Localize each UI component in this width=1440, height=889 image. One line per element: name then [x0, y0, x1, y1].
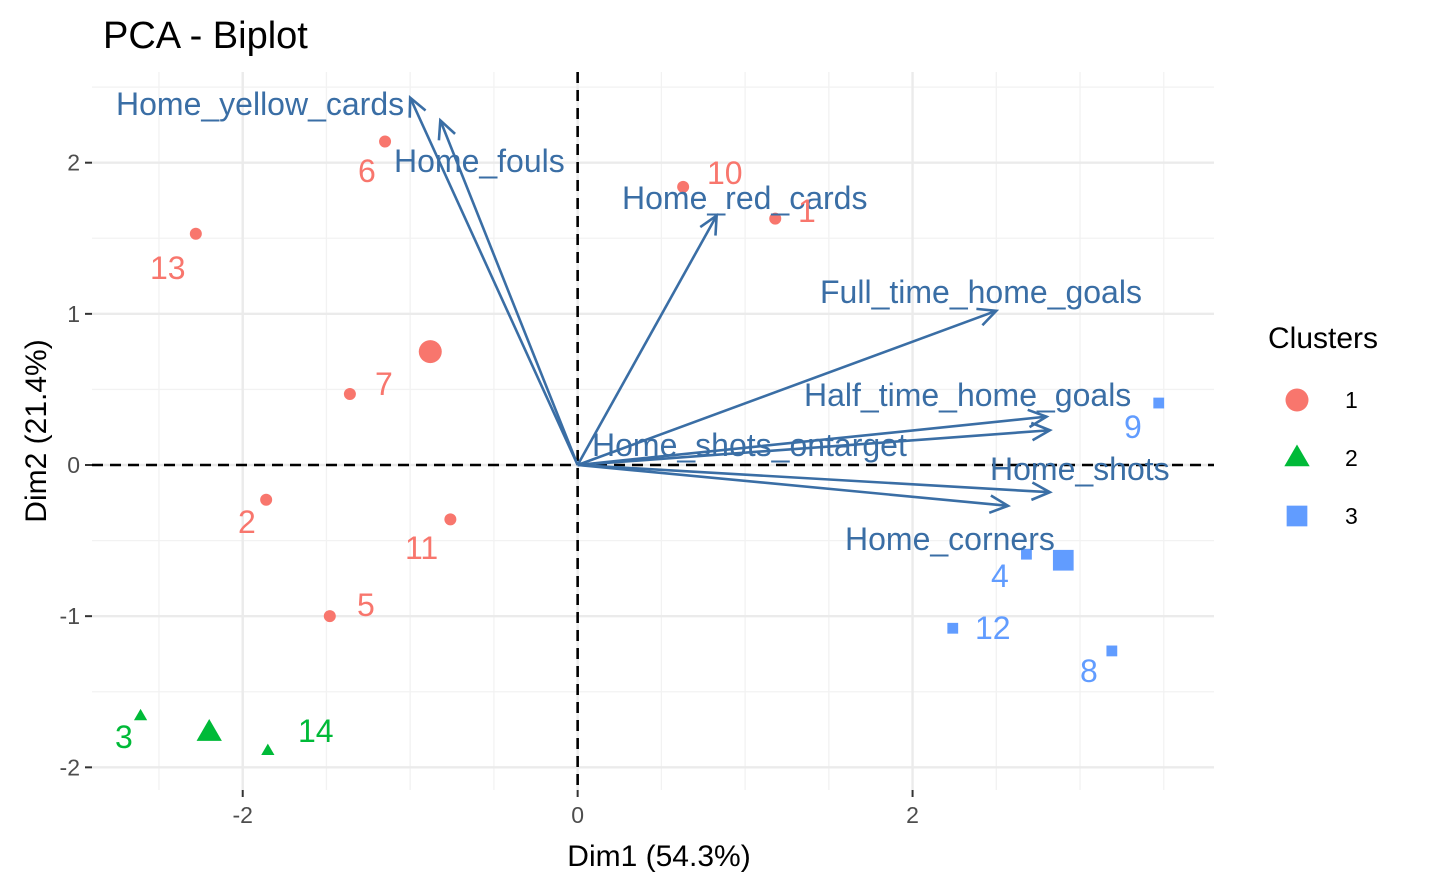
legend-key-3	[1286, 505, 1308, 527]
labels: Home_yellow_cards Home_fouls Home_red_card…	[115, 86, 1170, 755]
variable-arrowhead	[1030, 421, 1053, 442]
observation-label: 10	[707, 155, 743, 191]
variable-arrowhead	[699, 212, 719, 236]
legend-label-3: 3	[1345, 503, 1358, 529]
variable-arrowhead	[1030, 481, 1053, 502]
observation-point	[677, 180, 690, 193]
variable-label: Full_time_home_goals	[820, 274, 1142, 310]
cluster-centroid	[418, 340, 442, 364]
observation-label: 8	[1080, 653, 1098, 689]
observation-label: 1	[798, 193, 816, 229]
variable-arrowhead	[988, 494, 1011, 515]
cluster-centroid	[196, 719, 222, 741]
variable-label: Home_fouls	[394, 143, 565, 179]
observation-point	[323, 610, 336, 623]
y-tick-label: 2	[67, 150, 80, 176]
observation-label: 4	[991, 558, 1009, 594]
variable-arrow	[576, 214, 718, 466]
variable-arrow	[577, 309, 997, 467]
observation-point	[133, 708, 148, 721]
observation-label: 5	[357, 587, 375, 623]
observation-label: 7	[375, 366, 393, 402]
variable-label: Home_shots_ontarget	[592, 427, 907, 463]
observation-point	[189, 227, 202, 240]
observation-point	[260, 493, 273, 506]
observation-label: 9	[1124, 409, 1142, 445]
y-tick-label: -2	[60, 754, 80, 780]
variable-arrow	[408, 97, 579, 466]
legend-label-1: 1	[1345, 387, 1358, 413]
variable-arrowhead	[976, 307, 1000, 327]
x-axis-title: Dim1 (54.3%)	[567, 840, 750, 873]
observation-point	[1106, 645, 1118, 657]
legend-key-1	[1285, 388, 1309, 412]
variable-label: Half_time_home_goals	[804, 377, 1131, 413]
variable-arrow	[577, 428, 1050, 467]
variable-label: Home_red_cards	[622, 180, 867, 216]
observation-point	[1021, 548, 1032, 560]
zero-reference-lines	[92, 72, 1214, 790]
variable-label: Home_yellow_cards	[116, 86, 404, 122]
x-tick-label: -2	[232, 802, 252, 828]
variable-arrowhead	[408, 94, 427, 118]
observation-label: 13	[150, 250, 186, 286]
legend-key-2	[1284, 444, 1310, 467]
legend-items: 1 2 3	[1284, 387, 1358, 529]
observation-label: 14	[298, 713, 334, 749]
observation-point	[343, 387, 356, 400]
observation-point	[261, 743, 275, 756]
variable-label: Home_shots	[990, 451, 1170, 487]
variable-arrows	[408, 94, 1053, 515]
cluster-centroids	[196, 340, 1074, 741]
y-tick-label: -1	[60, 603, 80, 629]
observation-label: 2	[238, 504, 256, 540]
observation-label: 6	[358, 153, 376, 189]
observation-label: 3	[115, 719, 133, 755]
variable-arrow	[577, 415, 1047, 467]
observation-point	[444, 513, 457, 526]
x-tick-label: 0	[571, 802, 584, 828]
observation-point	[947, 622, 959, 634]
y-tick-label: 1	[67, 301, 80, 327]
x-tick-label: 2	[906, 802, 919, 828]
variable-arrow	[577, 463, 1009, 508]
variable-arrow	[577, 463, 1050, 494]
observation-label: 11	[405, 530, 438, 566]
observation-point	[379, 135, 392, 148]
legend: Clusters 1 2 3	[1268, 322, 1378, 529]
axis-ticks: -2 0 2 -2 -1 0 1 2	[60, 150, 919, 828]
observation-label: 12	[975, 610, 1011, 646]
legend-title: Clusters	[1268, 322, 1378, 355]
observation-points	[133, 135, 1165, 756]
observation-point	[769, 212, 782, 225]
observation-point	[1153, 397, 1165, 409]
cluster-centroid	[1052, 549, 1074, 571]
y-tick-label: 0	[67, 452, 80, 478]
variable-arrow	[439, 119, 579, 466]
y-axis-title: Dim2 (21.4%)	[20, 339, 53, 522]
legend-label-2: 2	[1345, 445, 1358, 471]
variable-label: Home_corners	[845, 521, 1055, 557]
chart-title: PCA - Biplot	[103, 15, 308, 57]
variable-arrowhead	[437, 117, 456, 141]
minor-gridlines	[92, 72, 1214, 790]
